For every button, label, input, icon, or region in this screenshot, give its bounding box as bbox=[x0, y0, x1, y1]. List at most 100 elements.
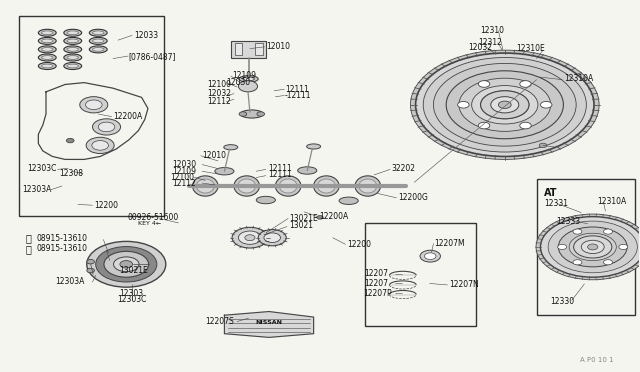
Text: 12100: 12100 bbox=[207, 80, 231, 89]
Circle shape bbox=[87, 268, 95, 273]
Text: 12111: 12111 bbox=[268, 170, 291, 179]
Text: 12033: 12033 bbox=[134, 31, 158, 40]
Ellipse shape bbox=[279, 179, 297, 193]
Ellipse shape bbox=[64, 46, 82, 53]
Circle shape bbox=[499, 101, 511, 109]
Bar bbox=[537, 179, 636, 315]
Text: [0786-0487]: [0786-0487] bbox=[129, 52, 177, 61]
Text: 12207: 12207 bbox=[365, 279, 388, 288]
Circle shape bbox=[446, 71, 563, 139]
Circle shape bbox=[87, 260, 95, 264]
Circle shape bbox=[581, 240, 604, 254]
Circle shape bbox=[239, 112, 246, 116]
Ellipse shape bbox=[42, 56, 53, 60]
Circle shape bbox=[120, 260, 132, 268]
Circle shape bbox=[239, 231, 261, 244]
Text: 13021E: 13021E bbox=[119, 266, 148, 275]
Text: 08915-13610: 08915-13610 bbox=[36, 244, 88, 253]
Circle shape bbox=[478, 122, 490, 129]
Text: 13021E: 13021E bbox=[289, 214, 318, 223]
Ellipse shape bbox=[317, 179, 335, 193]
Circle shape bbox=[96, 247, 157, 282]
Circle shape bbox=[619, 244, 628, 250]
Ellipse shape bbox=[42, 31, 53, 35]
Ellipse shape bbox=[42, 39, 53, 43]
Circle shape bbox=[92, 141, 108, 150]
Ellipse shape bbox=[243, 77, 254, 81]
Text: 12112: 12112 bbox=[207, 97, 231, 106]
Text: 12207N: 12207N bbox=[449, 280, 479, 289]
Circle shape bbox=[104, 251, 148, 277]
Circle shape bbox=[459, 78, 550, 131]
Text: 00926-51600: 00926-51600 bbox=[127, 213, 179, 222]
Circle shape bbox=[604, 260, 612, 265]
Circle shape bbox=[423, 58, 586, 152]
Text: A P0 10 1: A P0 10 1 bbox=[580, 356, 614, 363]
Text: 12310E: 12310E bbox=[516, 44, 545, 53]
Text: 12207P: 12207P bbox=[364, 289, 392, 298]
Circle shape bbox=[558, 227, 627, 267]
Circle shape bbox=[573, 236, 612, 258]
Polygon shape bbox=[225, 311, 314, 337]
Ellipse shape bbox=[298, 167, 317, 174]
Circle shape bbox=[540, 143, 547, 148]
Circle shape bbox=[415, 53, 594, 157]
Text: Ⓥ: Ⓥ bbox=[26, 233, 32, 243]
Circle shape bbox=[257, 112, 264, 116]
Ellipse shape bbox=[38, 29, 56, 36]
Text: 12303A: 12303A bbox=[22, 185, 52, 194]
Text: 12200A: 12200A bbox=[319, 212, 348, 221]
Circle shape bbox=[67, 138, 74, 143]
Ellipse shape bbox=[307, 144, 321, 149]
Text: 12200: 12200 bbox=[94, 201, 118, 210]
Text: 32202: 32202 bbox=[392, 164, 415, 173]
Ellipse shape bbox=[93, 39, 104, 43]
Ellipse shape bbox=[224, 145, 238, 150]
Text: 12032: 12032 bbox=[468, 43, 492, 52]
Circle shape bbox=[569, 233, 616, 260]
Circle shape bbox=[433, 63, 576, 146]
Circle shape bbox=[86, 137, 114, 154]
Ellipse shape bbox=[275, 176, 301, 196]
Bar bbox=[19, 16, 164, 215]
Text: 12010: 12010 bbox=[202, 151, 226, 160]
Circle shape bbox=[604, 229, 612, 234]
Circle shape bbox=[245, 235, 255, 241]
Ellipse shape bbox=[38, 38, 56, 44]
Text: 12200: 12200 bbox=[347, 240, 371, 249]
Ellipse shape bbox=[38, 62, 56, 70]
Circle shape bbox=[573, 229, 582, 234]
Circle shape bbox=[264, 233, 280, 243]
Ellipse shape bbox=[64, 38, 82, 44]
Ellipse shape bbox=[64, 62, 82, 70]
Text: 12112: 12112 bbox=[172, 179, 196, 187]
Ellipse shape bbox=[90, 46, 107, 53]
Text: 12030: 12030 bbox=[227, 78, 250, 87]
Text: AT: AT bbox=[544, 187, 558, 198]
Circle shape bbox=[557, 244, 566, 250]
Bar bbox=[235, 44, 243, 55]
Text: 12333: 12333 bbox=[556, 217, 580, 225]
Circle shape bbox=[573, 260, 582, 265]
Text: Ⓑ: Ⓑ bbox=[26, 244, 32, 254]
Text: 12303: 12303 bbox=[119, 289, 143, 298]
Text: 12308: 12308 bbox=[59, 169, 83, 178]
Ellipse shape bbox=[238, 179, 255, 193]
Text: 12310A: 12310A bbox=[564, 74, 593, 83]
Ellipse shape bbox=[67, 31, 79, 35]
Circle shape bbox=[410, 50, 599, 160]
Circle shape bbox=[491, 97, 519, 113]
Ellipse shape bbox=[359, 179, 377, 193]
Text: 12303C: 12303C bbox=[117, 295, 147, 304]
Ellipse shape bbox=[42, 48, 53, 51]
Circle shape bbox=[540, 102, 552, 108]
Circle shape bbox=[520, 81, 531, 87]
Ellipse shape bbox=[314, 176, 339, 196]
Text: 13021: 13021 bbox=[289, 221, 314, 230]
Circle shape bbox=[99, 122, 115, 132]
Ellipse shape bbox=[339, 197, 358, 205]
Text: 12111: 12111 bbox=[268, 164, 291, 173]
Circle shape bbox=[478, 81, 490, 87]
Ellipse shape bbox=[67, 39, 79, 43]
Circle shape bbox=[472, 86, 538, 124]
